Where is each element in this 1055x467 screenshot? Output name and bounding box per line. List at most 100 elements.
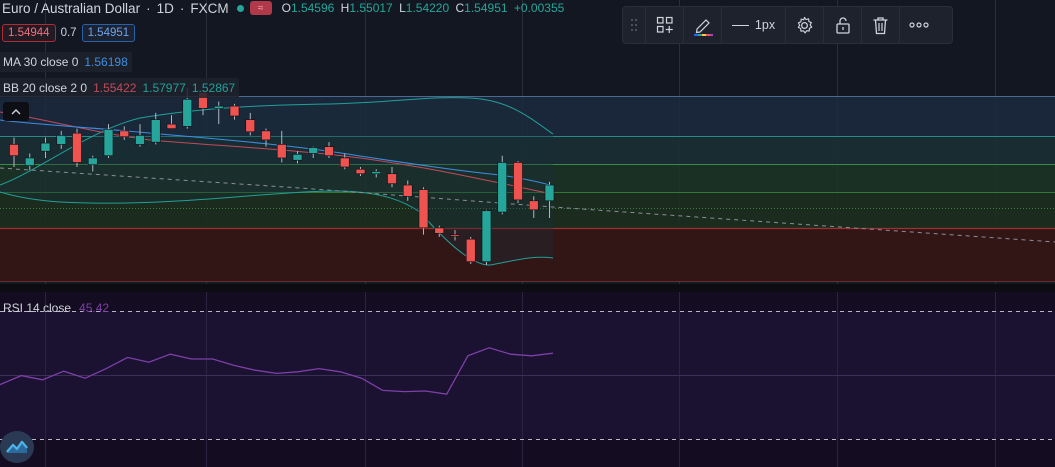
candle[interactable] [213, 101, 224, 125]
candle[interactable] [450, 230, 460, 241]
rsi-legend[interactable]: RSI 14 close 45.42 [3, 301, 109, 315]
close-value: 1.54951 [464, 1, 508, 15]
symbol-name[interactable]: Euro / Australian Dollar [2, 0, 141, 16]
ma-legend[interactable]: MA 30 close 0 1.56198 [0, 52, 132, 72]
candle[interactable] [56, 130, 67, 149]
chevron-up-icon [11, 109, 21, 115]
tradingview-logo[interactable] [0, 431, 34, 463]
candlesticks [9, 88, 555, 265]
candle-body [56, 135, 67, 145]
fib-zone-2 [0, 136, 1055, 164]
settings-button[interactable] [785, 7, 823, 43]
template-button[interactable] [645, 7, 683, 43]
candle[interactable] [481, 209, 492, 265]
more-button[interactable] [899, 7, 937, 43]
candle[interactable] [229, 103, 240, 120]
fib-zone-4 [0, 192, 1055, 228]
candle-body [150, 119, 161, 143]
rsi-vertical-gridlines [45, 292, 996, 467]
lock-button[interactable] [823, 7, 861, 43]
candle[interactable] [418, 187, 429, 235]
fib-zone-3 [0, 164, 1055, 192]
ohlc-values: O1.54596 H1.55017 L1.54220 C1.54951 +0.0… [282, 1, 565, 15]
bb-label: BB 20 close 2 0 [3, 81, 88, 95]
candle[interactable] [135, 124, 145, 147]
open-label: O [281, 1, 291, 15]
symbol-exchange[interactable]: FXCM [190, 0, 229, 16]
line-width-icon [731, 24, 749, 26]
candle[interactable] [513, 161, 523, 204]
data-warning-badge[interactable]: ≈ [249, 1, 272, 15]
drag-grip-icon[interactable] [623, 7, 645, 43]
symbol-legend[interactable]: Euro / Australian Dollar · 1D · FXCM ≈ O… [2, 0, 564, 16]
high-label: H [340, 1, 350, 15]
candle-body [481, 210, 492, 263]
candle-body [119, 130, 130, 138]
template-icon [656, 16, 673, 33]
candle-body [450, 234, 460, 237]
candle[interactable] [339, 153, 350, 170]
bb-lower-value: 1.52867 [191, 81, 236, 95]
candle-body [87, 157, 98, 166]
bb-lower-line [0, 190, 554, 266]
market-open-dot [236, 4, 244, 12]
candle[interactable] [292, 151, 303, 164]
sell-price-button[interactable]: 1.54944 [2, 24, 56, 42]
candle-body [229, 105, 240, 117]
spread-value: 0.7 [60, 27, 77, 39]
candle[interactable] [103, 124, 114, 158]
candle[interactable] [150, 112, 161, 145]
candle-body [308, 147, 319, 154]
candle[interactable] [24, 153, 35, 171]
ma-label: MA 30 close 0 [3, 55, 79, 69]
candle-body [135, 135, 145, 145]
candle[interactable] [355, 166, 366, 176]
candle[interactable] [528, 196, 539, 218]
open-value: 1.54596 [290, 1, 335, 15]
candle-body [465, 238, 476, 263]
trash-icon [873, 16, 888, 34]
candle-body [9, 144, 19, 157]
buy-price-button[interactable]: 1.54951 [81, 24, 136, 42]
line-color-button[interactable] [683, 7, 721, 43]
candle-body [24, 157, 35, 166]
candle-body [103, 129, 114, 157]
fib-retracement-zones [0, 96, 1055, 282]
candle-body [213, 105, 224, 109]
symbol-interval[interactable]: 1D [156, 0, 174, 16]
candle[interactable] [245, 112, 256, 136]
symbol-separator: · [179, 0, 185, 16]
drawing-toolbar[interactable]: 1px [622, 6, 953, 44]
candle[interactable] [465, 236, 476, 264]
candle[interactable] [261, 128, 271, 147]
bb-upper-line [0, 97, 554, 186]
candle-body [528, 200, 539, 211]
candle[interactable] [40, 137, 51, 158]
bb-basis-value: 1.55422 [93, 81, 137, 95]
candle[interactable] [371, 169, 382, 178]
candle-body [418, 189, 429, 229]
bb-legend[interactable]: BB 20 close 2 0 1.55422 1.57977 1.52867 [0, 78, 240, 98]
candle[interactable] [72, 128, 82, 167]
candle[interactable] [544, 181, 555, 218]
candle-body [513, 162, 523, 201]
delete-button[interactable] [861, 7, 899, 43]
candle[interactable] [402, 180, 413, 201]
candle-body [434, 227, 445, 234]
candle[interactable] [166, 115, 177, 129]
candle[interactable] [324, 142, 334, 158]
candle[interactable] [119, 126, 130, 140]
candle[interactable] [276, 130, 287, 163]
candle[interactable] [497, 155, 508, 215]
fib-zone-5 [0, 228, 1055, 281]
settings-gear-icon [797, 16, 813, 33]
candle[interactable] [387, 166, 397, 188]
collapse-legend-button[interactable] [3, 102, 29, 121]
candle[interactable] [87, 155, 98, 172]
candle[interactable] [9, 137, 19, 167]
candle[interactable] [308, 146, 319, 158]
candle-body [387, 173, 397, 184]
candle[interactable] [434, 225, 445, 237]
line-width-button[interactable]: 1px [721, 7, 785, 43]
